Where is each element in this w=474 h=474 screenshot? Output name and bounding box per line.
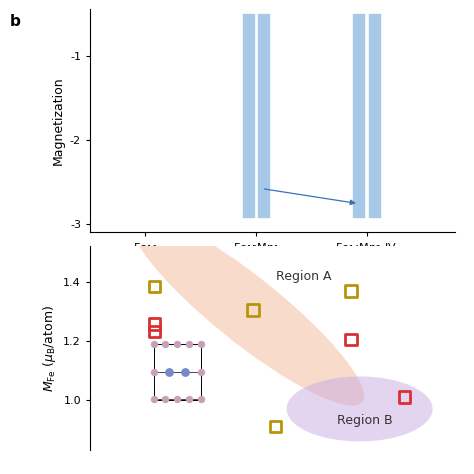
Point	[197, 340, 204, 348]
Point	[165, 368, 173, 376]
Ellipse shape	[130, 214, 364, 406]
Point	[197, 368, 204, 376]
Text: Region B: Region B	[337, 414, 393, 427]
Point	[185, 395, 192, 402]
Point	[151, 320, 158, 328]
Point	[150, 395, 157, 402]
Point	[347, 336, 355, 343]
Point	[185, 340, 192, 348]
Point	[401, 393, 408, 401]
Point	[151, 283, 158, 290]
Point	[173, 340, 181, 348]
Y-axis label: $M_{\mathrm{Fe}}$ ($\mu_{\mathrm{B}}$/atom): $M_{\mathrm{Fe}}$ ($\mu_{\mathrm{B}}$/at…	[41, 305, 58, 392]
Point	[272, 423, 279, 430]
Point	[150, 368, 157, 376]
Point	[150, 340, 157, 348]
Text: Region A: Region A	[276, 270, 331, 283]
Point	[162, 340, 169, 348]
Point	[181, 368, 189, 376]
Point	[197, 395, 204, 402]
Point	[347, 287, 355, 294]
Y-axis label: Magnetization: Magnetization	[51, 77, 64, 165]
Point	[151, 328, 158, 335]
Ellipse shape	[287, 376, 433, 441]
Point	[162, 395, 169, 402]
Text: b: b	[9, 14, 20, 29]
Point	[249, 306, 257, 314]
Point	[173, 395, 181, 402]
